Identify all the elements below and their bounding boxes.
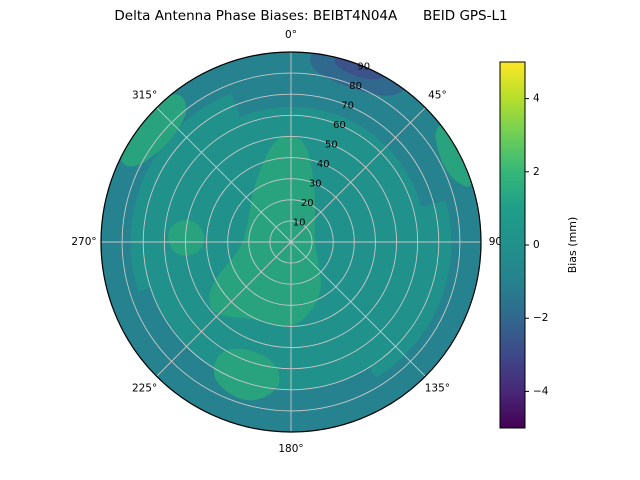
- bias-region-blob: [121, 94, 187, 167]
- colorbar-tick-label: 2: [533, 166, 540, 178]
- colorbar-tick-label: −4: [533, 385, 549, 397]
- azimuth-tick-label: 135°: [425, 382, 450, 394]
- azimuth-tick-label: 45°: [428, 90, 447, 102]
- azimuth-tick-label: 180°: [278, 443, 303, 455]
- azimuth-tick-label: 315°: [132, 90, 157, 102]
- bias-region-blob: [435, 125, 474, 187]
- polar-boundary: [100, 51, 482, 433]
- azimuth-tick-label: 270°: [71, 236, 96, 248]
- radial-tick-label: 40: [317, 159, 330, 170]
- bias-region-blob: [334, 55, 386, 80]
- colorbar-gradient: [499, 61, 526, 429]
- radial-tick-label: 30: [309, 179, 322, 190]
- radial-tick-label: 70: [341, 101, 354, 112]
- azimuth-tick-label: 0°: [285, 29, 297, 41]
- colorbar-tick-label: 4: [533, 93, 540, 105]
- grid-spoke: [290, 107, 426, 243]
- bias-region-blob: [209, 135, 321, 327]
- radial-tick-label: 80: [349, 81, 362, 92]
- radial-tick-label: 50: [325, 140, 338, 151]
- azimuth-tick-label: 225°: [132, 382, 157, 394]
- colorbar-axis-label: Bias (mm): [566, 217, 579, 274]
- bias-region-sector: [219, 52, 475, 207]
- chart-title: Delta Antenna Phase Biases: BEIBT4N04A B…: [114, 8, 508, 24]
- grid-spoke: [290, 241, 426, 377]
- colorbar-tick-label: 0: [533, 239, 540, 251]
- colorbar-tick-label: −2: [533, 312, 548, 324]
- bias-region-blob: [168, 220, 205, 256]
- bias-region-sector: [110, 287, 392, 432]
- colorbar: −4 −2 0 2 4 Bias (mm): [499, 61, 579, 429]
- radial-tick-labels: 10 20 30 40 50 60 70 80 90: [293, 62, 370, 229]
- grid-spoke: [156, 241, 292, 377]
- polar-grid: [101, 52, 481, 432]
- grid-spoke: [156, 107, 292, 243]
- radial-tick-label: 10: [293, 218, 306, 229]
- radial-tick-label: 20: [301, 198, 314, 209]
- radial-tick-label: 90: [357, 62, 370, 73]
- radial-tick-label: 60: [333, 120, 346, 131]
